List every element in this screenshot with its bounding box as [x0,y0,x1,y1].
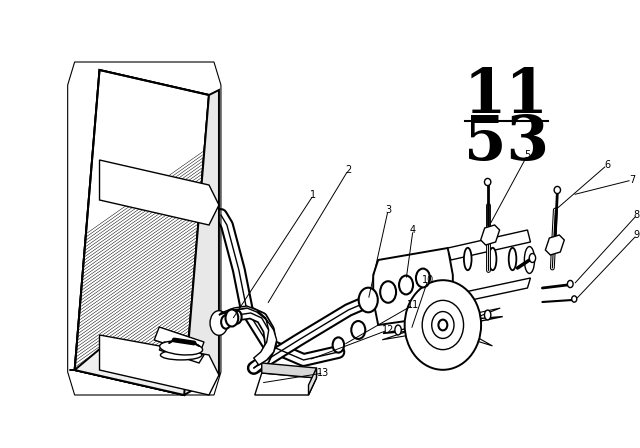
Polygon shape [75,70,209,395]
Ellipse shape [489,248,497,270]
Polygon shape [481,225,500,245]
Text: 10: 10 [422,275,434,285]
Ellipse shape [333,337,344,353]
Polygon shape [373,248,453,325]
Ellipse shape [404,280,481,370]
Ellipse shape [399,276,413,294]
Ellipse shape [159,341,203,355]
Polygon shape [308,368,316,395]
Text: 3: 3 [385,205,391,215]
Polygon shape [159,342,204,363]
Ellipse shape [529,254,536,263]
Polygon shape [75,70,209,395]
Polygon shape [262,363,316,378]
Ellipse shape [484,310,491,320]
Text: 53: 53 [464,113,549,173]
Polygon shape [403,301,434,318]
Ellipse shape [395,325,401,335]
Ellipse shape [464,248,472,270]
Ellipse shape [210,310,228,335]
Text: 11: 11 [464,66,549,126]
Text: 2: 2 [345,165,351,175]
Ellipse shape [572,296,577,302]
Polygon shape [456,330,492,346]
Polygon shape [448,278,531,305]
Text: 7: 7 [629,175,635,185]
Ellipse shape [484,178,491,185]
Text: 4: 4 [410,225,416,235]
Polygon shape [382,328,425,340]
Text: 9: 9 [634,230,640,240]
Polygon shape [219,306,276,365]
Ellipse shape [358,288,378,312]
Ellipse shape [416,269,430,288]
Ellipse shape [225,310,238,327]
Ellipse shape [161,350,202,360]
Ellipse shape [351,321,365,339]
Polygon shape [75,70,209,395]
Polygon shape [383,324,431,333]
Text: 12: 12 [382,325,394,335]
Ellipse shape [380,281,396,303]
Ellipse shape [221,315,230,329]
Polygon shape [100,335,219,395]
Polygon shape [100,160,219,225]
Polygon shape [184,90,219,395]
Ellipse shape [438,319,447,330]
Text: 5: 5 [524,150,531,160]
Polygon shape [442,329,465,348]
Text: 13: 13 [317,368,330,378]
Ellipse shape [524,246,534,273]
Ellipse shape [554,186,561,194]
Polygon shape [421,302,444,321]
Polygon shape [154,327,204,355]
Text: 8: 8 [634,210,640,220]
Polygon shape [545,235,564,255]
Ellipse shape [509,248,516,270]
Polygon shape [454,317,503,326]
Ellipse shape [568,280,573,288]
Polygon shape [448,230,531,260]
Text: 11: 11 [407,300,419,310]
Text: 6: 6 [604,160,610,170]
Polygon shape [75,345,214,395]
Ellipse shape [232,310,242,324]
Polygon shape [255,373,316,395]
Ellipse shape [432,311,454,338]
Text: 1: 1 [310,190,317,200]
Ellipse shape [422,300,463,349]
Polygon shape [460,308,500,321]
